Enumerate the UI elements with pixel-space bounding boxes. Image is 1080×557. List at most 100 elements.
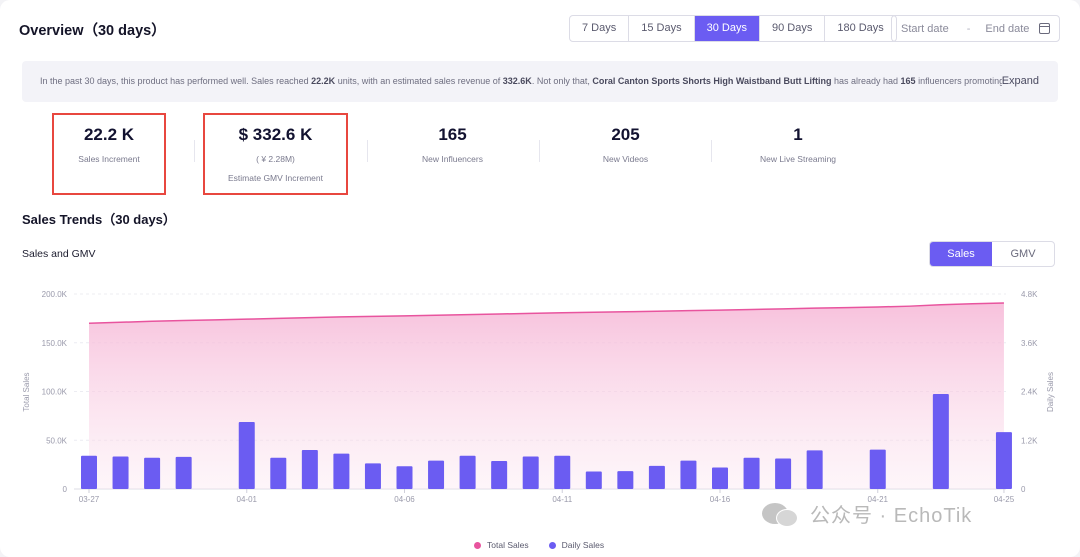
y-tick-label: 150.0K <box>42 339 68 348</box>
summary-banner: In the past 30 days, this product has pe… <box>22 61 1058 102</box>
end-date-input[interactable]: End date <box>985 22 1030 35</box>
daily-sales-bar <box>333 453 350 489</box>
daily-sales-bar <box>680 460 697 489</box>
daily-sales-bar <box>712 467 728 489</box>
kpi-gmv-increment: $ 332.6 K ( ¥ 2.28M) Estimate GMV Increm… <box>203 113 348 195</box>
daily-sales-bar <box>175 456 192 489</box>
daily-sales-bar <box>554 455 571 489</box>
y2-axis-title: Daily Sales <box>1046 372 1055 412</box>
kpi-divider <box>367 140 368 162</box>
kpi-sub-value: ( ¥ 2.28M) <box>256 154 295 164</box>
daily-sales-bar <box>806 450 823 489</box>
kpi-sales-increment: 22.2 K Sales Increment <box>52 113 166 195</box>
kpi-divider <box>539 140 540 162</box>
daily-sales-bar <box>270 457 287 489</box>
daily-sales-bar <box>301 450 318 489</box>
watermark-text: 公众号 · EchoTik <box>810 505 973 527</box>
watermark: 公众号 · EchoTik <box>762 499 972 528</box>
summary-text-part: In the past 30 days, this product has pe… <box>40 76 312 86</box>
legend-label: Daily Sales <box>561 540 605 550</box>
y-tick-label: 200.0K <box>42 290 68 299</box>
summary-product-name: Coral Canton Sports Shorts High Waistban… <box>592 76 832 86</box>
kpi-label: Estimate GMV Increment <box>228 173 323 183</box>
overview-title: Overview（30 days） <box>19 23 166 39</box>
daily-sales-bar <box>932 393 949 489</box>
y2-tick-label: 1.2K <box>1021 436 1038 445</box>
summary-influencer-count: 165 <box>900 76 916 86</box>
daily-sales-bar <box>396 466 413 489</box>
daily-sales-bar <box>869 449 886 489</box>
legend-total-sales[interactable]: Total Sales <box>474 540 529 550</box>
sales-trends-title: Sales Trends（30 days） <box>22 212 176 227</box>
chart-title: Sales and GMV <box>22 248 96 260</box>
kpi-new-videos: 205 New Videos <box>560 113 691 195</box>
kpi-divider <box>711 140 712 162</box>
legend-label: Total Sales <box>487 540 529 550</box>
kpi-new-influencers: 165 New Influencers <box>387 113 518 195</box>
total-sales-line <box>88 302 1004 324</box>
daily-sales-bar <box>238 421 255 489</box>
wechat-icon <box>762 500 800 528</box>
chart-legend: Total Sales Daily Sales <box>474 540 624 550</box>
date-range-separator: - <box>966 22 971 35</box>
total-sales-area <box>89 302 1004 489</box>
summary-sales-value: 22.2K <box>311 76 336 86</box>
daily-sales-bar <box>585 471 602 489</box>
daily-sales-bar <box>459 455 476 489</box>
toggle-gmv[interactable]: GMV <box>1010 248 1036 260</box>
daily-sales-bar <box>81 455 97 489</box>
toggle-sales[interactable]: Sales <box>930 242 992 266</box>
calendar-icon[interactable] <box>1039 23 1050 34</box>
tab-15-days[interactable]: 15 Days <box>629 16 695 41</box>
daily-sales-bar <box>775 458 792 489</box>
summary-revenue-value: 332.6K <box>502 76 532 86</box>
kpi-value: 205 <box>611 125 640 144</box>
kpi-divider <box>194 140 195 162</box>
tab-30-days[interactable]: 30 Days <box>694 16 760 41</box>
date-range-picker[interactable]: Start date - End date <box>891 15 1060 42</box>
kpi-label: New Live Streaming <box>759 154 837 164</box>
x-tick-label: 04-11 <box>552 495 572 504</box>
y2-tick-label: 0 <box>1021 485 1026 494</box>
summary-text-part: has already had <box>831 76 901 86</box>
x-tick-label: 04-06 <box>394 495 415 504</box>
y-axis-title: Total Sales <box>22 372 31 411</box>
legend-dot-daily-sales <box>548 541 556 549</box>
sales-trend-chart: 0 0 50.0K 1.2K 100.0K 2.4K 150.0K 3.6K 200.0K 4.8… <box>22 290 1055 504</box>
kpi-value: $ 332.6 K <box>238 125 313 144</box>
start-date-input[interactable]: Start date <box>901 22 949 35</box>
tab-7-days[interactable]: 7 Days <box>570 16 630 41</box>
kpi-label: Sales Increment <box>78 154 140 164</box>
legend-dot-total-sales <box>474 541 481 549</box>
daily-sales-bar <box>522 456 539 489</box>
summary-text-part: units, with an estimated sales revenue o… <box>335 76 503 86</box>
daily-sales-bar <box>364 463 381 489</box>
x-tick-label: 04-25 <box>994 495 1015 504</box>
y-tick-label: 50.0K <box>46 436 68 445</box>
y2-tick-label: 3.6K <box>1021 339 1038 348</box>
daily-sales-bar <box>428 460 445 489</box>
daily-sales-bar <box>617 471 634 489</box>
x-tick-label: 04-16 <box>710 495 731 504</box>
highlight-box <box>203 113 348 195</box>
x-tick-label: 04-21 <box>868 495 889 504</box>
y2-tick-label: 2.4K <box>1021 388 1038 397</box>
metric-toggle: Sales GMV <box>929 241 1055 267</box>
x-tick-label: 04-01 <box>237 495 258 504</box>
kpi-value: 1 <box>793 125 803 144</box>
y-tick-label: 100.0K <box>42 388 68 397</box>
summary-text-part: . Not only that, <box>531 76 593 86</box>
daily-sales-bar <box>743 457 760 489</box>
period-tab-group: 7 Days 15 Days 30 Days 90 Days 180 Days <box>569 15 897 42</box>
daily-sales-bar <box>491 460 508 489</box>
legend-daily-sales[interactable]: Daily Sales <box>548 540 605 550</box>
daily-sales-bar <box>112 456 129 489</box>
tab-180-days[interactable]: 180 Days <box>837 22 884 34</box>
summary-text: In the past 30 days, this product has pe… <box>40 76 1002 86</box>
tab-90-days[interactable]: 90 Days <box>760 16 826 41</box>
summary-text-part: influencers promoting it <box>915 76 1002 86</box>
y-tick-label: 0 <box>63 485 68 494</box>
daily-sales-bar <box>995 432 1012 489</box>
expand-button[interactable]: Expand <box>1001 75 1039 87</box>
